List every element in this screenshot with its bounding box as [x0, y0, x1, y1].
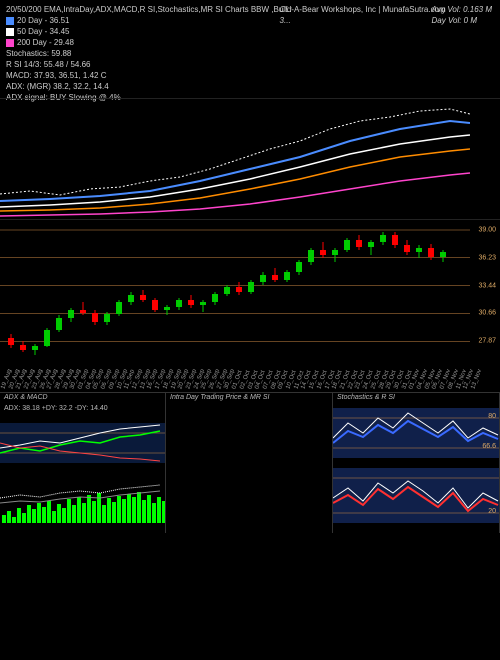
- avgvol-label: Avg Vol: 0.163 M: [432, 4, 492, 15]
- sub-meta: ADX: 38.18 +DY: 32.2 -DY: 14.40: [4, 405, 108, 412]
- title-line: 20/50/200 EMA,IntraDay,ADX,MACD,R SI,Sto…: [6, 4, 494, 15]
- ema200-label: 200 Day - 29.48: [17, 38, 74, 47]
- candlestick-panel: 27.8730.6633.4436.2339.00: [0, 219, 500, 370]
- svg-text:20: 20: [488, 508, 496, 515]
- moving-average-panel: [0, 98, 500, 219]
- chart-header: 20/50/200 EMA,IntraDay,ADX,MACD,R SI,Sto…: [0, 0, 500, 98]
- sub-title: ADX & MACD: [4, 394, 48, 401]
- price-y-axis: 27.8730.6633.4436.2339.00: [468, 220, 498, 370]
- ema50-swatch: [6, 28, 14, 36]
- dayvol-label: Day Vol: 0 M: [432, 15, 492, 26]
- date-x-axis: 19_Aug20_Aug21_Aug22_Aug23_Aug26_Aug27_A…: [0, 370, 500, 392]
- rsi-label: R SI 14/3: 55.48 / 54.66: [6, 59, 494, 70]
- ema200-swatch: [6, 39, 14, 47]
- macd-label: MACD: 37.93, 36.51, 1.42 C: [6, 70, 494, 81]
- cl-label: CL: 3...: [280, 4, 292, 26]
- stoch-label: Stochastics: 59.88: [6, 48, 494, 59]
- svg-text:80: 80: [488, 413, 496, 420]
- adx-label: ADX: (MGR) 38.2, 32.2, 14.4: [6, 81, 494, 92]
- ema20-swatch: [6, 17, 14, 25]
- svg-text:66.6: 66.6: [482, 443, 496, 450]
- ema50-label: 50 Day - 34.45: [17, 27, 69, 36]
- indicator-sub-panels: ADX & MACD ADX: 38.18 +DY: 32.2 -DY: 14.4…: [0, 392, 500, 533]
- sub-panel-0: ADX & MACD ADX: 38.18 +DY: 32.2 -DY: 14.4…: [0, 393, 166, 533]
- sub-panel-2: Stochastics & R SI 80 66.6 20: [333, 393, 500, 533]
- ema20-label: 20 Day - 36.51: [17, 16, 69, 25]
- sub-title: Intra Day Trading Price & MR SI: [170, 394, 269, 401]
- sub-title: Stochastics & R SI: [337, 394, 395, 401]
- sub-panel-1: Intra Day Trading Price & MR SI: [166, 393, 333, 533]
